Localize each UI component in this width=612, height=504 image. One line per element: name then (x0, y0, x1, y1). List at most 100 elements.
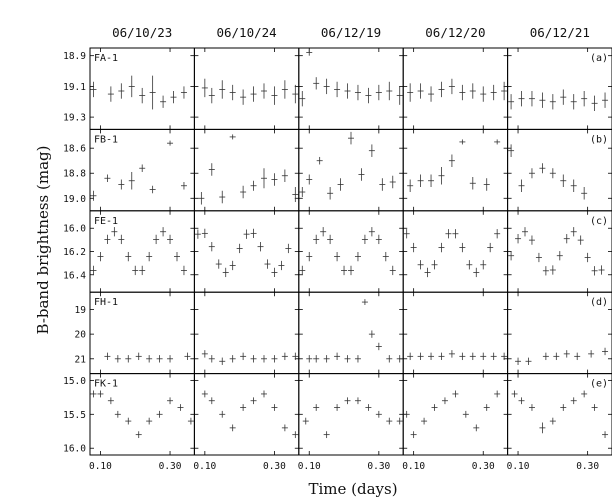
data-point (208, 397, 215, 405)
data-point (528, 168, 535, 179)
data-point (306, 355, 313, 363)
panel-tag: (d) (590, 297, 608, 308)
data-point (327, 187, 334, 200)
data-point (581, 187, 588, 200)
data-point (118, 234, 125, 245)
data-point (386, 81, 393, 101)
data-point (180, 265, 187, 276)
data-point (403, 229, 410, 239)
data-point (487, 242, 494, 253)
panel-frame (402, 373, 509, 456)
data-point (135, 352, 142, 361)
data-point (501, 352, 508, 361)
data-point (528, 235, 535, 245)
data-point (201, 390, 208, 398)
data-point (243, 229, 250, 239)
data-point (219, 357, 226, 365)
data-point (281, 80, 288, 99)
data-point (334, 404, 341, 411)
data-point (146, 417, 153, 425)
data-point (292, 84, 299, 104)
data-point (365, 404, 372, 411)
data-point (299, 91, 306, 107)
data-point (146, 251, 153, 262)
data-point (281, 424, 288, 432)
data-point (271, 173, 278, 186)
data-point (462, 410, 469, 418)
data-point (135, 431, 142, 439)
data-point (515, 357, 522, 365)
data-point (180, 181, 187, 190)
data-point (313, 234, 320, 245)
data-point (602, 347, 609, 356)
data-point (229, 424, 236, 432)
data-point (515, 234, 522, 244)
data-point (560, 174, 567, 188)
data-point (518, 91, 525, 107)
x-tick-label: 0.10 (89, 461, 112, 472)
data-point (386, 355, 393, 363)
data-point (128, 75, 135, 98)
panel-grid: 06/10/23 06/10/24 06/12/19 06/12/20 06/12/21… (63, 25, 612, 472)
panel-frame (298, 291, 404, 375)
data-point (292, 352, 299, 361)
data-point (184, 352, 191, 361)
data-point (591, 404, 598, 411)
data-point (428, 174, 435, 188)
data-point (194, 229, 201, 239)
data-point (215, 259, 222, 269)
data-point (581, 91, 588, 107)
data-point (354, 84, 361, 101)
data-point (602, 92, 609, 108)
x-tick-label: 0.10 (402, 461, 425, 472)
data-point (591, 95, 598, 111)
object-label: FK-1 (94, 379, 118, 390)
data-point (208, 242, 215, 252)
column-date-label: 06/12/21 (530, 25, 590, 40)
data-point (480, 352, 487, 361)
data-point (494, 139, 501, 145)
data-point (240, 89, 247, 105)
data-point (459, 84, 466, 101)
data-point (549, 265, 556, 275)
data-point (261, 355, 267, 363)
data-point (403, 410, 410, 418)
data-point (407, 179, 414, 193)
data-point (602, 431, 609, 439)
data-point (236, 243, 243, 254)
data-point (563, 350, 570, 358)
data-point (417, 83, 424, 99)
data-point (125, 355, 132, 363)
data-point (271, 404, 278, 411)
data-point (382, 251, 389, 262)
data-point (428, 86, 435, 102)
data-point (313, 404, 320, 411)
data-point (591, 266, 598, 276)
data-point (306, 251, 313, 262)
data-point (320, 227, 327, 237)
y-tick-label: 18.9 (63, 51, 86, 62)
panel-frame (193, 210, 300, 293)
y-tick-label: 21 (75, 354, 87, 365)
data-point (375, 410, 382, 418)
data-point (431, 260, 438, 270)
data-point (480, 86, 487, 102)
x-axis-title: Time (days) (308, 480, 397, 498)
panel-frame (402, 210, 509, 293)
data-point (219, 190, 226, 204)
data-point (396, 86, 403, 105)
data-point (410, 431, 417, 439)
data-point (337, 178, 344, 191)
data-point (201, 228, 208, 239)
panel-tag: (b) (590, 134, 608, 145)
y-tick-label: 16.0 (63, 444, 86, 455)
data-point (448, 78, 455, 95)
y-tick-label: 15.0 (63, 376, 86, 387)
data-point (379, 178, 386, 191)
data-point (448, 350, 455, 358)
data-point (250, 228, 257, 239)
data-point (240, 352, 247, 361)
data-point (316, 156, 323, 165)
y-axis-title: B-band brightness (mag) (34, 146, 52, 335)
data-point (375, 342, 382, 351)
